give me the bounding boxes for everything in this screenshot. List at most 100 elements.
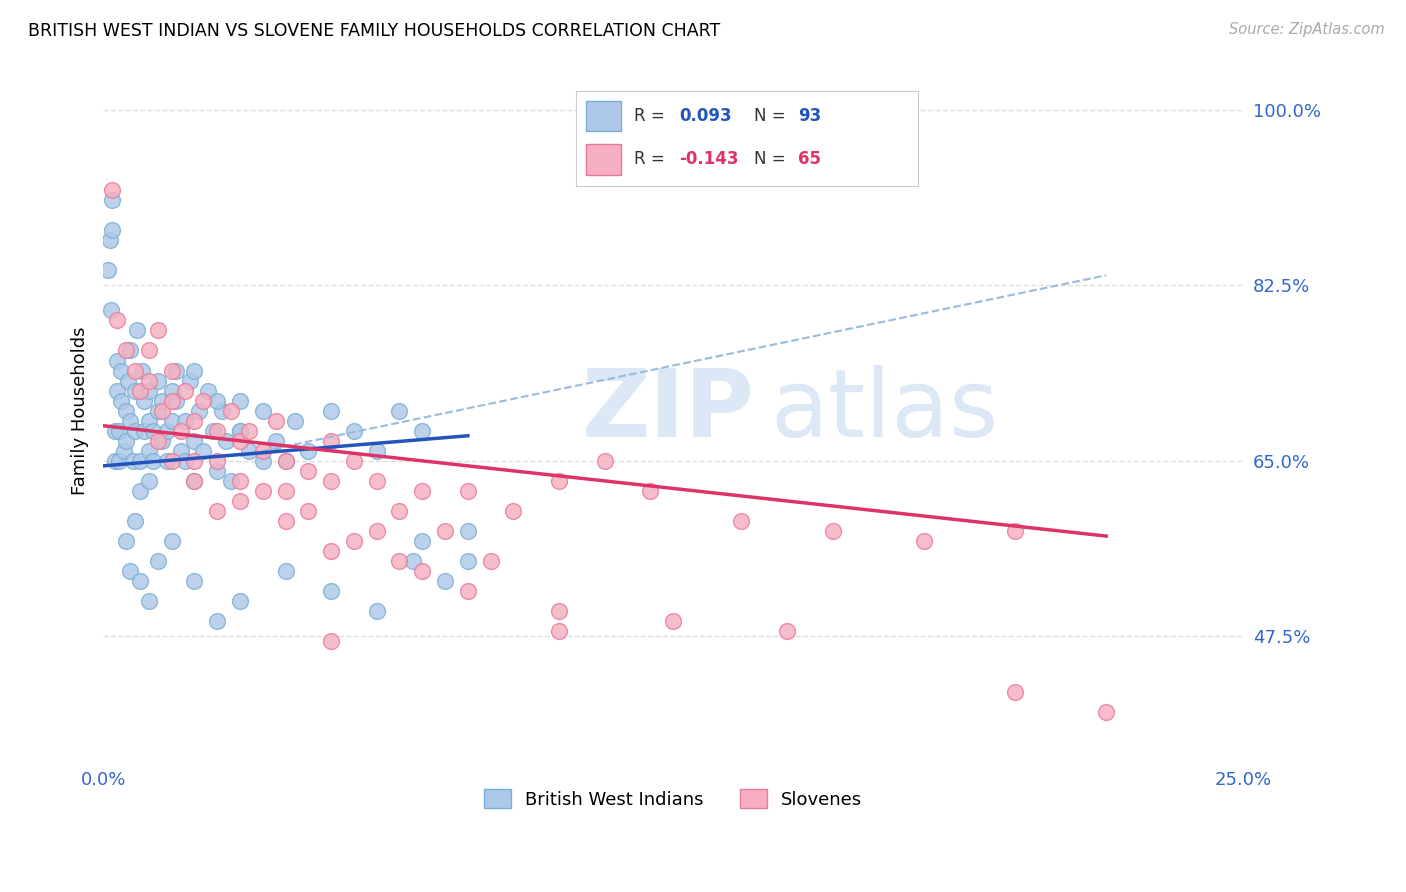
Point xyxy=(124,514,146,528)
Point xyxy=(219,403,242,417)
Point xyxy=(165,393,187,408)
Point xyxy=(319,584,342,599)
Point xyxy=(1095,705,1118,719)
Point xyxy=(134,393,156,408)
Point xyxy=(117,374,139,388)
Point xyxy=(662,615,685,629)
Point xyxy=(128,574,150,589)
Point xyxy=(115,343,138,358)
Point xyxy=(266,434,288,448)
Point xyxy=(124,363,146,377)
Point xyxy=(138,414,160,428)
Point xyxy=(160,384,183,398)
Point xyxy=(183,574,205,589)
Point xyxy=(108,454,131,468)
Point xyxy=(103,454,125,468)
Point xyxy=(105,353,128,368)
Point xyxy=(319,403,342,417)
Point xyxy=(319,634,342,648)
Point xyxy=(138,343,160,358)
Point xyxy=(457,554,479,568)
Point xyxy=(105,384,128,398)
Point xyxy=(131,363,153,377)
Point xyxy=(127,323,149,337)
Text: ZIP: ZIP xyxy=(582,365,755,457)
Point xyxy=(1004,524,1026,538)
Point xyxy=(912,534,935,549)
Point xyxy=(252,454,274,468)
Point xyxy=(101,183,124,197)
Point xyxy=(121,454,143,468)
Point xyxy=(115,434,138,448)
Point xyxy=(146,434,169,448)
Point xyxy=(146,374,169,388)
Point xyxy=(502,504,524,518)
Point xyxy=(319,474,342,488)
Point xyxy=(238,424,260,438)
Point xyxy=(366,474,388,488)
Point xyxy=(108,424,131,438)
Point xyxy=(201,424,224,438)
Point xyxy=(156,424,179,438)
Point xyxy=(115,403,138,417)
Point xyxy=(160,393,183,408)
Point xyxy=(174,384,197,398)
Point xyxy=(138,443,160,458)
Point xyxy=(142,454,165,468)
Point xyxy=(252,403,274,417)
Text: atlas: atlas xyxy=(770,365,998,457)
Point xyxy=(174,454,197,468)
Point xyxy=(100,303,122,318)
Point xyxy=(146,403,169,417)
Point xyxy=(183,434,205,448)
Point xyxy=(457,483,479,498)
Point xyxy=(193,443,215,458)
Point xyxy=(319,434,342,448)
Point xyxy=(205,504,228,518)
Point xyxy=(211,403,233,417)
Point xyxy=(110,363,132,377)
Point xyxy=(388,504,411,518)
Point xyxy=(124,384,146,398)
Point xyxy=(238,443,260,458)
Point xyxy=(479,554,502,568)
Point xyxy=(215,434,238,448)
Point xyxy=(229,474,252,488)
Point xyxy=(165,363,187,377)
Point xyxy=(183,414,205,428)
Point xyxy=(343,454,366,468)
Point xyxy=(160,454,183,468)
Point xyxy=(274,483,297,498)
Point xyxy=(366,604,388,618)
Point xyxy=(205,615,228,629)
Point xyxy=(187,403,209,417)
Point xyxy=(548,604,571,618)
Point xyxy=(128,384,150,398)
Point xyxy=(1004,684,1026,698)
Point xyxy=(205,454,228,468)
Point xyxy=(205,464,228,478)
Point xyxy=(434,524,457,538)
Point xyxy=(197,384,219,398)
Point xyxy=(205,424,228,438)
Point xyxy=(169,443,191,458)
Point xyxy=(160,363,183,377)
Point xyxy=(457,524,479,538)
Point xyxy=(98,233,121,247)
Point xyxy=(128,483,150,498)
Point xyxy=(146,323,169,337)
Point xyxy=(128,454,150,468)
Point xyxy=(593,454,616,468)
Point xyxy=(110,393,132,408)
Point xyxy=(101,193,124,207)
Point xyxy=(160,534,183,549)
Text: Source: ZipAtlas.com: Source: ZipAtlas.com xyxy=(1229,22,1385,37)
Point xyxy=(138,474,160,488)
Point xyxy=(730,514,752,528)
Point xyxy=(274,564,297,578)
Point xyxy=(411,534,433,549)
Point xyxy=(434,574,457,589)
Point xyxy=(343,534,366,549)
Point xyxy=(124,424,146,438)
Point xyxy=(388,554,411,568)
